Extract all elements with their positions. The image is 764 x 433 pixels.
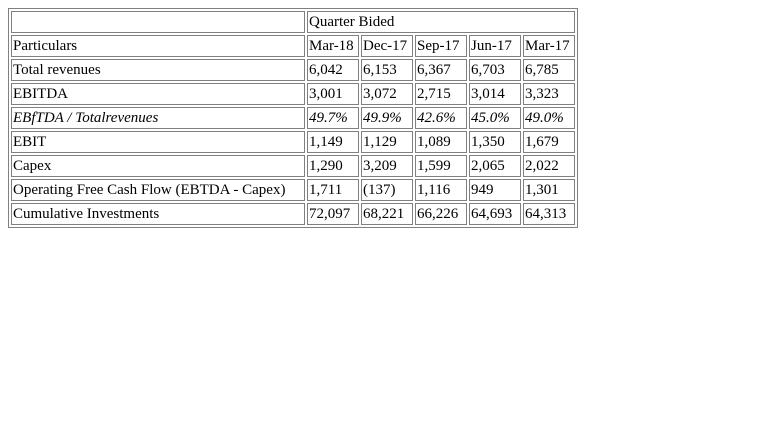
table-cell: 3,014 [469, 83, 521, 105]
row-label: Cumulative Investments [11, 203, 305, 225]
table-cell: 949 [469, 179, 521, 201]
table-cell: 1,711 [307, 179, 359, 201]
table-cell: 49.9% [361, 107, 413, 129]
column-header-mar-18: Mar-18 [307, 35, 359, 57]
table-cell: 49.7% [307, 107, 359, 129]
table-cell: 1,089 [415, 131, 467, 153]
table-cell: 6,703 [469, 59, 521, 81]
table-cell: 3,209 [361, 155, 413, 177]
column-header-jun-17: Jun-17 [469, 35, 521, 57]
row-label: EBfTDA / Totalrevenues [11, 107, 305, 129]
table-row: EBfTDA / Totalrevenues 49.7% 49.9% 42.6% 45.… [11, 107, 575, 129]
table-cell: 3,001 [307, 83, 359, 105]
row-label: Capex [11, 155, 305, 177]
table-cell: 1,116 [415, 179, 467, 201]
quarter-group-header: Quarter Bided [307, 11, 575, 33]
financial-table: Quarter Bided Particulars Mar-18 Dec-17 … [8, 8, 578, 228]
table-cell: 6,042 [307, 59, 359, 81]
table-cell: 72,097 [307, 203, 359, 225]
row-label: EBITDA [11, 83, 305, 105]
table-cell: 2,065 [469, 155, 521, 177]
table-cell: 6,785 [523, 59, 575, 81]
table-cell: 68,221 [361, 203, 413, 225]
table-row: Cumulative Investments 72,097 68,221 66,226… [11, 203, 575, 225]
table-cell: 1,350 [469, 131, 521, 153]
table-cell: 2,022 [523, 155, 575, 177]
row-label: EBIT [11, 131, 305, 153]
table-cell: 1,149 [307, 131, 359, 153]
table-cell: 42.6% [415, 107, 467, 129]
table-cell: 45.0% [469, 107, 521, 129]
table-group-header-row: Quarter Bided [11, 11, 575, 33]
table-header-row: Particulars Mar-18 Dec-17 Sep-17 Jun-17 … [11, 35, 575, 57]
table-cell: 1,679 [523, 131, 575, 153]
column-header-dec-17: Dec-17 [361, 35, 413, 57]
table-row: Total revenues 6,042 6,153 6,367 6,703 6,785 [11, 59, 575, 81]
table-cell: 6,153 [361, 59, 413, 81]
table-row: Capex 1,290 3,209 1,599 2,065 2,022 [11, 155, 575, 177]
table-cell: 1,301 [523, 179, 575, 201]
table-cell: 49.0% [523, 107, 575, 129]
row-label: Operating Free Cash Flow (EBTDA - Capex) [11, 179, 305, 201]
table-row: Operating Free Cash Flow (EBTDA - Capex)… [11, 179, 575, 201]
table-row: EBITDA 3,001 3,072 2,715 3,014 3,323 [11, 83, 575, 105]
table-cell: 2,715 [415, 83, 467, 105]
table-cell: 64,693 [469, 203, 521, 225]
table-cell: 64,313 [523, 203, 575, 225]
table-cell: 6,367 [415, 59, 467, 81]
column-header-particulars: Particulars [11, 35, 305, 57]
column-header-sep-17: Sep-17 [415, 35, 467, 57]
table-body: Total revenues 6,042 6,153 6,367 6,703 6,785 E… [11, 59, 575, 225]
table-cell: 1,599 [415, 155, 467, 177]
table-cell: 3,323 [523, 83, 575, 105]
table-corner-cell [11, 11, 305, 33]
column-header-mar-17: Mar-17 [523, 35, 575, 57]
table-cell: (137) [361, 179, 413, 201]
table-row: EBIT 1,149 1,129 1,089 1,350 1,679 [11, 131, 575, 153]
table-cell: 66,226 [415, 203, 467, 225]
table-cell: 3,072 [361, 83, 413, 105]
table-cell: 1,129 [361, 131, 413, 153]
table-cell: 1,290 [307, 155, 359, 177]
row-label: Total revenues [11, 59, 305, 81]
